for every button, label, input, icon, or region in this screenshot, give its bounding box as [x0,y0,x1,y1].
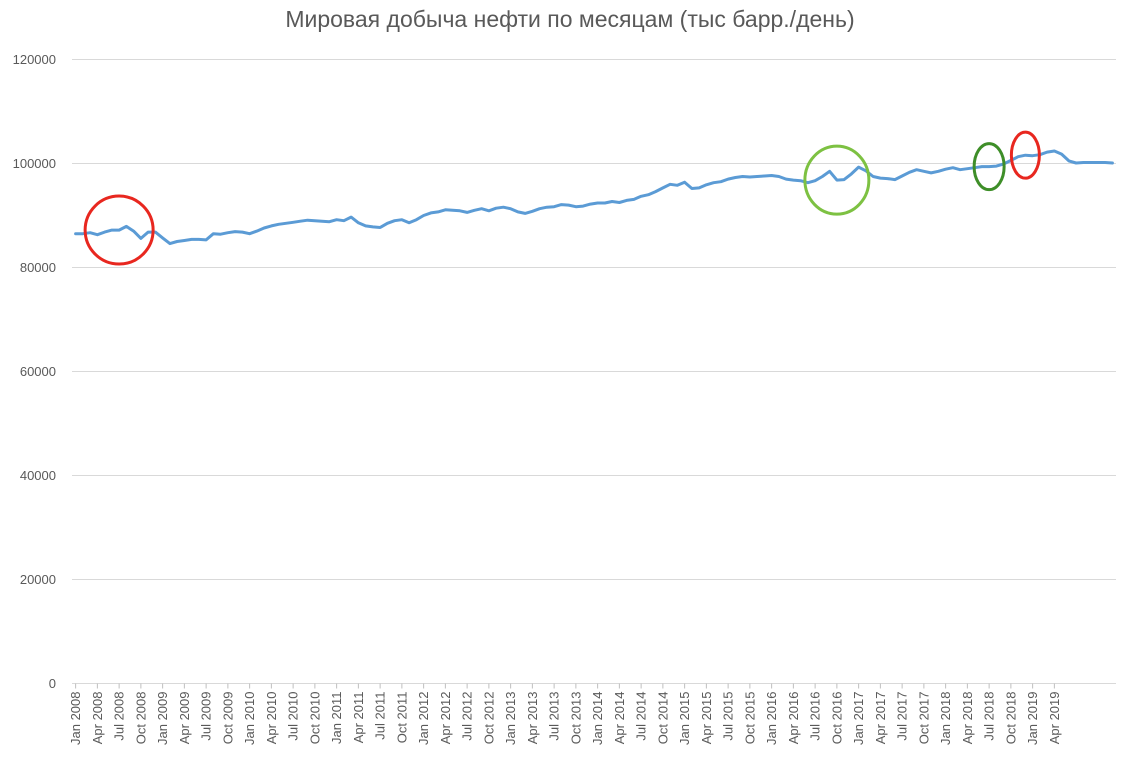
x-tick-label: Jul 2008 [112,692,127,741]
x-tick-label: Apr 2016 [786,692,801,745]
x-tick-label: Jan 2013 [503,692,518,746]
annotation-circle [1009,130,1041,180]
x-tick-label: Jan 2008 [68,692,83,746]
series-layer [74,149,1114,246]
x-tick-label: Jul 2015 [721,692,736,741]
y-axis-ticks: 0 20000 40000 60000 80000 100000 120000 [13,52,56,691]
x-tick-label: Oct 2012 [481,692,496,745]
x-tick-label: Oct 2008 [133,692,148,745]
x-tick-label: Jul 2012 [460,692,475,741]
chart-title: Мировая добыча нефти по месяцам (тыс бар… [285,6,855,32]
x-tick-label: Apr 2010 [264,692,279,745]
x-tick-label: Apr 2012 [438,692,453,745]
x-tick-label: Oct 2018 [1003,692,1018,745]
x-tick-label: Jan 2019 [1025,692,1040,746]
x-tick-label: Jan 2010 [242,692,257,746]
x-tick-label: Oct 2015 [742,692,757,745]
x-tick-label: Jul 2017 [895,692,910,741]
x-tick-label: Oct 2011 [394,692,409,744]
x-tick-label: Jul 2010 [286,692,301,741]
x-tick-label: Apr 2011 [351,692,366,744]
x-tick-label: Oct 2010 [307,692,322,745]
x-tick-label: Jan 2015 [677,692,692,746]
annotations [83,130,1041,266]
annotation-circle [972,142,1006,192]
x-tick-label: Jul 2016 [808,692,823,741]
x-tick-label: Jul 2009 [199,692,214,741]
x-tick-label: Jul 2013 [547,692,562,741]
x-tick-label: Apr 2013 [525,692,540,745]
x-tick-label: Oct 2016 [829,692,844,745]
x-tick-label: Jul 2014 [634,692,649,741]
gridlines [72,59,1116,684]
x-tick-label: Apr 2015 [699,692,714,745]
y-tick-label: 40000 [20,468,56,483]
x-tick-label: Jan 2012 [416,692,431,746]
x-tick-label: Apr 2019 [1047,692,1062,745]
x-tick-label: Apr 2014 [612,692,627,745]
x-tick-label: Jan 2016 [764,692,779,746]
x-tick-label: Jan 2011 [329,692,344,745]
x-tick-label: Apr 2018 [960,692,975,745]
x-tick-label: Oct 2013 [568,692,583,745]
x-axis-ticks: Jan 2008 Apr 2008 Jul 2008 Oct 2008 Jan 2009… [68,683,1062,746]
x-tick-label: Jan 2017 [851,692,866,746]
x-tick-label: Jul 2011 [373,692,388,740]
x-tick-label: Oct 2017 [916,692,931,745]
y-tick-label: 80000 [20,260,56,275]
x-tick-label: Jan 2009 [155,692,170,746]
y-tick-label: 60000 [20,364,56,379]
x-tick-label: Apr 2008 [90,692,105,745]
x-tick-label: Oct 2009 [220,692,235,745]
y-tick-label: 0 [49,676,56,691]
x-tick-label: Oct 2014 [655,692,670,745]
y-tick-label: 20000 [20,572,56,587]
x-tick-label: Apr 2009 [177,692,192,745]
annotation-circle [803,144,871,216]
y-tick-label: 100000 [13,156,56,171]
x-tick-label: Apr 2017 [873,692,888,745]
x-tick-label: Jan 2018 [938,692,953,746]
x-tick-label: Jan 2014 [590,692,605,746]
y-tick-label: 120000 [13,52,56,67]
annotation-circle [83,194,155,266]
x-tick-label: Jul 2018 [982,692,997,741]
series-line [74,149,1114,246]
